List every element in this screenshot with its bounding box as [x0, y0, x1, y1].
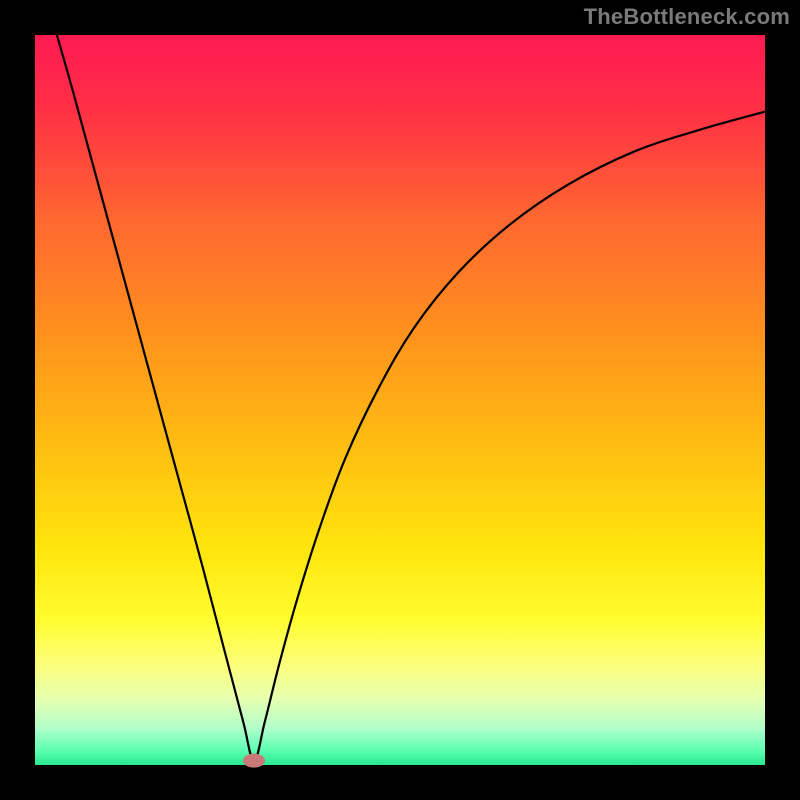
bottleneck-chart [0, 0, 800, 800]
chart-container: TheBottleneck.com [0, 0, 800, 800]
optimal-point-marker [243, 754, 265, 768]
watermark-text: TheBottleneck.com [584, 4, 790, 30]
